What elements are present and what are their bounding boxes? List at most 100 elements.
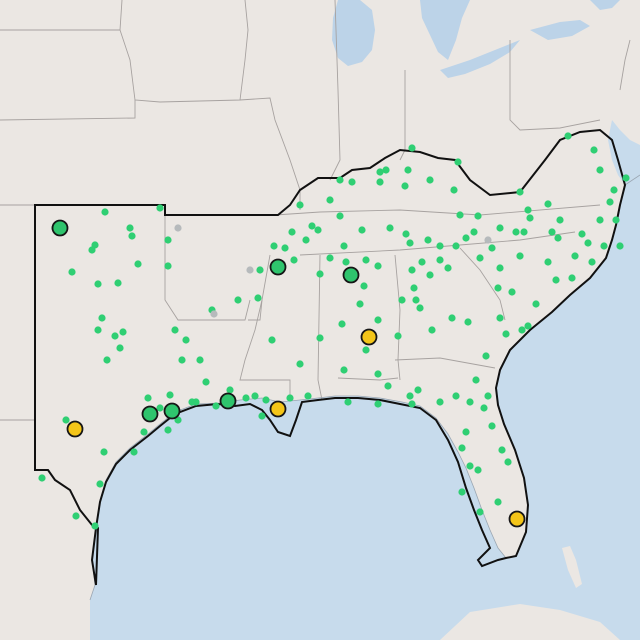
large-marker-green[interactable]: [51, 219, 69, 237]
site-point[interactable]: [286, 394, 294, 402]
site-point[interactable]: [362, 346, 370, 354]
large-marker-green[interactable]: [342, 266, 360, 284]
site-point[interactable]: [212, 402, 220, 410]
site-point[interactable]: [348, 178, 356, 186]
site-point[interactable]: [254, 294, 262, 302]
site-point[interactable]: [552, 276, 560, 284]
site-point[interactable]: [476, 254, 484, 262]
site-point[interactable]: [38, 474, 46, 482]
site-point[interactable]: [386, 224, 394, 232]
site-point[interactable]: [362, 256, 370, 264]
site-point[interactable]: [178, 356, 186, 364]
site-point[interactable]: [164, 426, 172, 434]
site-point[interactable]: [444, 264, 452, 272]
site-point[interactable]: [590, 146, 598, 154]
site-point[interactable]: [474, 212, 482, 220]
site-point[interactable]: [402, 230, 410, 238]
site-point[interactable]: [436, 256, 444, 264]
site-point[interactable]: [412, 296, 420, 304]
site-point[interactable]: [408, 400, 416, 408]
site-point[interactable]: [356, 300, 364, 308]
large-marker-green[interactable]: [163, 402, 181, 420]
site-point[interactable]: [488, 422, 496, 430]
site-point[interactable]: [234, 296, 242, 304]
site-point[interactable]: [242, 394, 250, 402]
site-point[interactable]: [166, 391, 174, 399]
site-point[interactable]: [426, 271, 434, 279]
site-point[interactable]: [308, 222, 316, 230]
site-point[interactable]: [526, 214, 534, 222]
site-point[interactable]: [401, 182, 409, 190]
site-point[interactable]: [414, 386, 422, 394]
site-point[interactable]: [554, 234, 562, 242]
site-point[interactable]: [188, 398, 196, 406]
site-point[interactable]: [496, 264, 504, 272]
site-point[interactable]: [436, 242, 444, 250]
site-point[interactable]: [376, 168, 384, 176]
site-point[interactable]: [251, 392, 259, 400]
site-point[interactable]: [596, 166, 604, 174]
site-point[interactable]: [448, 314, 456, 322]
site-point[interactable]: [556, 216, 564, 224]
site-point-inactive[interactable]: [210, 310, 218, 318]
site-point[interactable]: [488, 244, 496, 252]
site-point[interactable]: [164, 236, 172, 244]
site-point[interactable]: [202, 378, 210, 386]
site-point[interactable]: [452, 392, 460, 400]
site-point[interactable]: [374, 262, 382, 270]
site-point[interactable]: [502, 330, 510, 338]
site-point[interactable]: [91, 522, 99, 530]
site-point[interactable]: [520, 228, 528, 236]
site-point[interactable]: [524, 206, 532, 214]
site-point[interactable]: [128, 232, 136, 240]
site-point[interactable]: [516, 188, 524, 196]
site-point[interactable]: [314, 226, 322, 234]
site-point[interactable]: [452, 242, 460, 250]
site-point[interactable]: [302, 236, 310, 244]
site-point[interactable]: [544, 258, 552, 266]
site-point[interactable]: [464, 318, 472, 326]
site-point[interactable]: [482, 352, 490, 360]
site-point[interactable]: [344, 398, 352, 406]
site-point[interactable]: [340, 366, 348, 374]
site-point[interactable]: [596, 216, 604, 224]
site-point[interactable]: [256, 266, 264, 274]
site-point[interactable]: [544, 200, 552, 208]
site-point[interactable]: [119, 328, 127, 336]
site-point[interactable]: [494, 498, 502, 506]
large-marker-green[interactable]: [141, 405, 159, 423]
site-point[interactable]: [498, 446, 506, 454]
site-point[interactable]: [296, 201, 304, 209]
site-point[interactable]: [360, 282, 368, 290]
site-point[interactable]: [516, 252, 524, 260]
site-point[interactable]: [622, 174, 630, 182]
site-point[interactable]: [374, 370, 382, 378]
site-point[interactable]: [382, 166, 390, 174]
site-point[interactable]: [462, 234, 470, 242]
site-point[interactable]: [156, 204, 164, 212]
site-point[interactable]: [600, 242, 608, 250]
site-point[interactable]: [68, 268, 76, 276]
site-point[interactable]: [408, 144, 416, 152]
site-point[interactable]: [532, 300, 540, 308]
site-point[interactable]: [616, 242, 624, 250]
site-point[interactable]: [584, 239, 592, 247]
site-point[interactable]: [94, 280, 102, 288]
site-point[interactable]: [474, 466, 482, 474]
site-point[interactable]: [450, 186, 458, 194]
site-point[interactable]: [72, 512, 80, 520]
site-point[interactable]: [262, 396, 270, 404]
site-point[interactable]: [610, 186, 618, 194]
site-point[interactable]: [326, 196, 334, 204]
site-point[interactable]: [258, 412, 266, 420]
site-point[interactable]: [358, 226, 366, 234]
site-point[interactable]: [338, 320, 346, 328]
site-point[interactable]: [281, 244, 289, 252]
site-point[interactable]: [101, 208, 109, 216]
site-point[interactable]: [88, 246, 96, 254]
site-point[interactable]: [126, 224, 134, 232]
site-point[interactable]: [470, 228, 478, 236]
site-point[interactable]: [116, 344, 124, 352]
site-point[interactable]: [98, 314, 106, 322]
site-point[interactable]: [316, 334, 324, 342]
